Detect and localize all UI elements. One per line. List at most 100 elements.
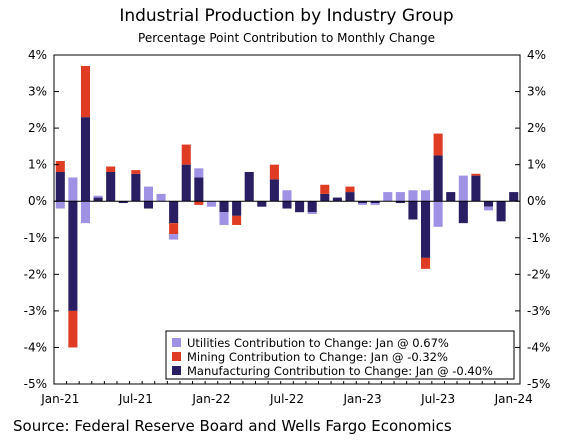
bar-manufacturing-2021-08 [143, 201, 153, 209]
bar-utilities-2021-04 [93, 195, 103, 198]
bar-mining-2021-01 [55, 161, 65, 172]
bar-manufacturing-2021-04 [93, 197, 103, 202]
ytick-right-label: -4% [527, 340, 550, 354]
ytick-left-label: 2% [28, 121, 47, 135]
bar-utilities-2023-06 [421, 190, 431, 202]
legend-box [165, 330, 515, 380]
ytick-right-label: -2% [527, 267, 550, 281]
bar-utilities-2023-04 [395, 192, 405, 202]
bar-utilities-2023-07 [433, 201, 443, 227]
chart-source: Source: Federal Reserve Board and Wells … [13, 417, 452, 435]
bar-utilities-2022-01 [206, 201, 216, 207]
xtick-label-jan-23: Jan-23 [343, 392, 382, 406]
bar-manufacturing-2022-03 [232, 201, 242, 216]
bar-manufacturing-2022-02 [219, 201, 229, 213]
bar-utilities-2021-03 [80, 201, 91, 224]
bar-manufacturing-2022-11 [332, 197, 342, 202]
bar-manufacturing-2021-05 [106, 171, 116, 202]
ytick-left-label: -3% [24, 304, 47, 318]
bar-mining-2022-03 [232, 215, 242, 225]
bar-manufacturing-2021-12 [194, 177, 204, 202]
bar-manufacturing-2023-11 [483, 201, 494, 207]
bar-manufacturing-2021-02 [68, 201, 78, 311]
bar-manufacturing-2021-03 [80, 117, 91, 202]
bar-manufacturing-2022-10 [320, 193, 330, 202]
plot-frame [53, 54, 521, 385]
bar-mining-2022-06 [269, 164, 279, 180]
bar-manufacturing-2023-07 [433, 155, 443, 202]
xtick-label-jul-23: Jul-23 [420, 392, 455, 406]
bar-mining-2021-03 [80, 65, 91, 118]
bar-utilities-2021-02 [68, 177, 78, 202]
chart-title: Industrial Production by Industry Group [119, 6, 454, 26]
bar-manufacturing-2023-10 [471, 175, 481, 202]
axes-layer: 4% 4% 3% 3% 2% 2% 1% 1% 0% 0% -1% -1% -2% -2% -3% -3% -4… [24, 48, 551, 406]
ytick-right-label: 2% [527, 121, 546, 135]
bar-manufacturing-2023-06 [421, 201, 431, 258]
bar-utilities-2021-09 [156, 193, 166, 202]
bar-manufacturing-2023-05 [408, 201, 418, 220]
bar-mining-2021-07 [131, 170, 141, 174]
bar-mining-2023-06 [421, 257, 431, 269]
ytick-right-label: -5% [527, 377, 550, 391]
bar-utilities-2023-05 [408, 190, 418, 202]
bar-manufacturing-2023-09 [458, 201, 468, 224]
bar-manufacturing-2021-07 [131, 173, 141, 202]
bar-manufacturing-2023-01 [358, 201, 368, 204]
bar-manufacturing-2022-04 [244, 171, 254, 202]
bar-mining-2023-10 [471, 173, 481, 176]
legend-label-mining: Mining Contribution to Change: Jan @ -0.… [187, 350, 448, 364]
bar-manufacturing-2021-06 [118, 201, 128, 204]
bar-mining-2022-12 [345, 186, 355, 193]
bar-manufacturing-2021-01 [55, 171, 65, 202]
legend-swatch-mining [172, 352, 181, 361]
chart-subtitle: Percentage Point Contribution to Monthly… [138, 31, 435, 45]
bar-mining-2023-07 [433, 133, 443, 156]
bar-utilities-2021-08 [143, 186, 153, 202]
bar-manufacturing-2024-01 [509, 192, 519, 202]
bar-utilities-2023-09 [458, 175, 468, 202]
bar-utilities-2023-01 [358, 203, 368, 205]
bar-mining-2021-02 [68, 310, 78, 348]
bar-manufacturing-2022-06 [269, 179, 279, 202]
ytick-left-label: 4% [28, 48, 47, 62]
bar-utilities-2021-12 [194, 168, 204, 178]
legend: Utilities Contribution to Change: Jan @ … [165, 330, 515, 380]
bar-mining-2021-12 [194, 201, 204, 205]
bar-manufacturing-2023-04 [395, 201, 405, 204]
bar-mining-2021-05 [106, 166, 116, 172]
bar-manufacturing-2022-05 [257, 201, 267, 207]
ytick-left-label: -1% [24, 231, 47, 245]
legend-label-manufacturing: Manufacturing Contribution to Change: Ja… [187, 364, 493, 378]
ytick-left-label: -5% [24, 377, 47, 391]
bars-layer [55, 65, 519, 348]
legend-swatch-utilities [172, 338, 181, 347]
ytick-right-label: 1% [527, 158, 546, 172]
ytick-right-label: -1% [527, 231, 550, 245]
xtick-label-jul-22: Jul-22 [269, 392, 304, 406]
ytick-left-label: -4% [24, 340, 47, 354]
ytick-left-label: 0% [28, 194, 47, 208]
ytick-right-label: -3% [527, 304, 550, 318]
bar-manufacturing-2022-07 [282, 201, 292, 209]
legend-label-utilities: Utilities Contribution to Change: Jan @ … [187, 336, 449, 350]
bar-utilities-2023-03 [383, 192, 393, 202]
bar-manufacturing-2023-02 [370, 201, 380, 204]
bar-mining-2022-10 [320, 184, 330, 194]
bar-manufacturing-2021-10 [169, 201, 179, 224]
bar-manufacturing-2022-08 [295, 201, 305, 213]
xtick-label-jan-22: Jan-22 [191, 392, 230, 406]
ytick-left-label: 3% [28, 85, 47, 99]
legend-swatch-manufacturing [172, 366, 181, 375]
bar-manufacturing-2021-11 [181, 164, 191, 202]
bar-utilities-2023-11 [483, 206, 494, 211]
bar-utilities-2022-02 [219, 212, 229, 225]
ytick-right-label: 0% [527, 194, 546, 208]
ytick-left-label: 1% [28, 158, 47, 172]
bar-utilities-2021-01 [55, 201, 65, 209]
bar-utilities-2022-07 [282, 190, 292, 202]
bar-utilities-2021-10 [169, 234, 179, 240]
bar-mining-2021-10 [169, 223, 179, 235]
bar-utilities-2023-02 [370, 203, 380, 205]
